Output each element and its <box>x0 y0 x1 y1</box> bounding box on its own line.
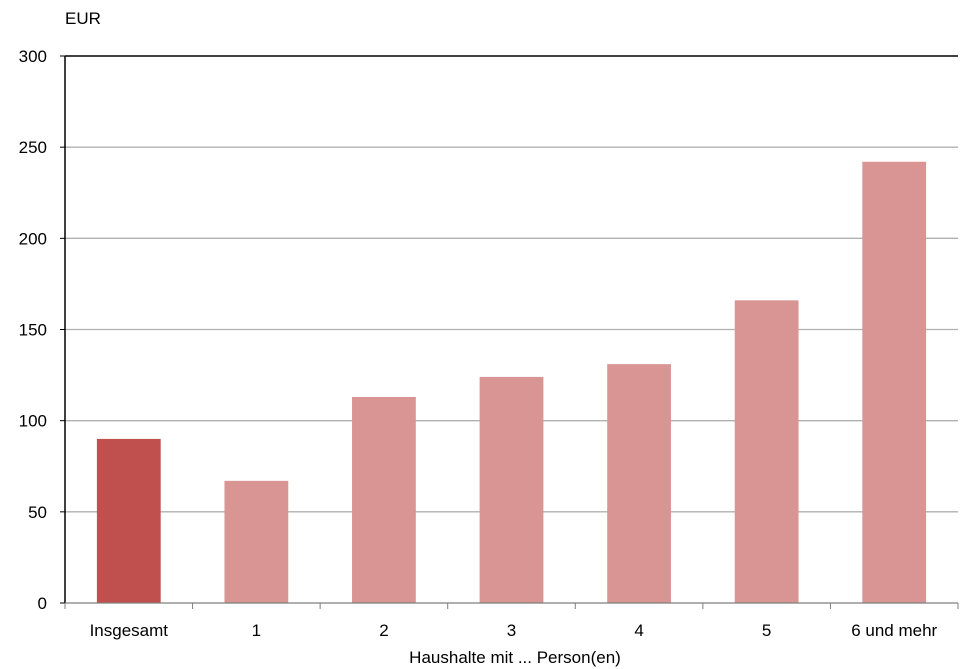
y-axis-unit-label: EUR <box>65 9 101 28</box>
y-tick-label: 100 <box>19 412 47 431</box>
y-tick-label: 150 <box>19 321 47 340</box>
x-tick-label: 5 <box>762 621 771 640</box>
y-tick-label: 200 <box>19 229 47 248</box>
bar-6-und-mehr <box>862 161 927 603</box>
bar-1 <box>224 480 289 603</box>
axes <box>64 56 958 604</box>
y-axis-ticks: 0 50 100 150 200 250 300 <box>19 47 65 613</box>
x-tick-label: 6 und mehr <box>851 621 937 640</box>
bar-4 <box>607 364 671 603</box>
y-tick-label: 250 <box>19 138 47 157</box>
x-axis-title: Haushalte mit ... Person(en) <box>409 648 621 667</box>
y-tick-label: 50 <box>28 503 47 522</box>
x-tick-label: 4 <box>634 621 643 640</box>
y-tick-label: 0 <box>38 594 47 613</box>
x-axis-ticks: Insgesamt 1 2 3 4 5 6 und mehr <box>64 603 959 640</box>
bar-5 <box>734 300 799 603</box>
x-tick-label: 2 <box>379 621 388 640</box>
x-tick-label: 3 <box>507 621 516 640</box>
x-tick-label: 1 <box>252 621 261 640</box>
bar-insgesamt <box>96 438 161 603</box>
bars <box>96 161 927 603</box>
y-tick-label: 300 <box>19 47 47 66</box>
bar-2 <box>352 396 416 603</box>
x-tick-label: Insgesamt <box>90 621 169 640</box>
bar-3 <box>479 376 544 603</box>
gridlines <box>65 55 958 513</box>
